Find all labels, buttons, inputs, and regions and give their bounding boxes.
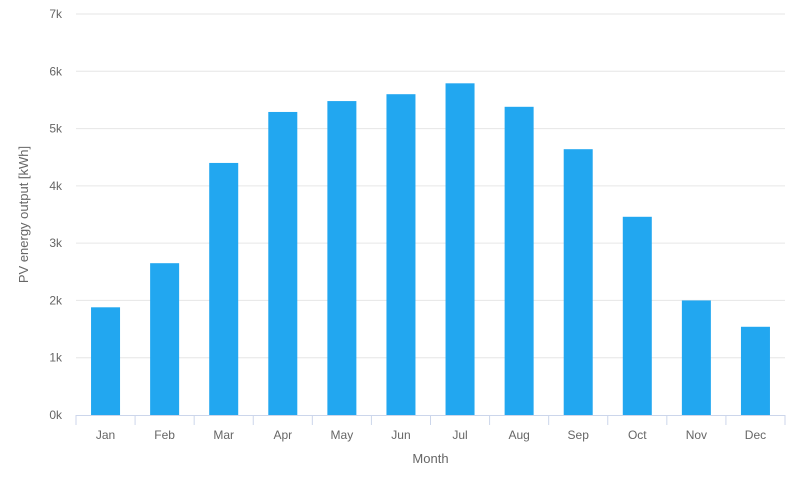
x-tick-label: Apr <box>273 428 292 442</box>
bar-aug[interactable] <box>504 106 534 415</box>
bar-sep[interactable] <box>563 149 593 416</box>
x-tick-label: Dec <box>745 428 766 442</box>
x-tick-label: Nov <box>686 428 707 442</box>
y-tick-label: 3k <box>49 236 63 250</box>
y-tick-label: 2k <box>49 293 63 307</box>
bar-dec[interactable] <box>740 326 770 415</box>
x-tick-label: Sep <box>568 428 590 442</box>
bar-jun[interactable] <box>386 94 416 415</box>
x-axis-title: Month <box>412 451 448 466</box>
x-tick-label: Feb <box>154 428 175 442</box>
bar-jul[interactable] <box>445 83 475 416</box>
y-tick-label: 7k <box>49 7 63 21</box>
x-tick-label: Oct <box>628 428 647 442</box>
bar-mar[interactable] <box>209 162 239 415</box>
y-tick-label: 6k <box>49 64 63 78</box>
x-tick-marks <box>75 415 786 425</box>
y-tick-labels: 0k 1k 2k 3k 4k 5k 6k 7k <box>49 7 63 422</box>
y-axis-title: PV energy output [kWh] <box>16 146 31 283</box>
x-tick-label: May <box>331 428 354 442</box>
x-tick-labels: Jan Feb Mar Apr May Jun Jul Aug Sep Oct Nov Dec <box>96 428 766 442</box>
x-tick-label: Aug <box>508 428 529 442</box>
y-tick-label: 1k <box>49 351 63 365</box>
x-tick-label: Jan <box>96 428 115 442</box>
x-tick-label: Mar <box>213 428 234 442</box>
bar-may[interactable] <box>327 101 357 416</box>
bar-oct[interactable] <box>622 216 652 415</box>
y-gridlines <box>76 13 785 359</box>
bar-apr[interactable] <box>268 111 298 416</box>
x-tick-label: Jul <box>452 428 467 442</box>
x-tick-label: Jun <box>391 428 410 442</box>
bar-jan[interactable] <box>91 307 121 415</box>
y-tick-label: 4k <box>49 179 63 193</box>
bar-nov[interactable] <box>681 300 711 415</box>
y-tick-label: 5k <box>49 122 63 136</box>
y-tick-label: 0k <box>49 408 63 422</box>
bar-feb[interactable] <box>150 263 180 415</box>
bars <box>91 83 770 416</box>
